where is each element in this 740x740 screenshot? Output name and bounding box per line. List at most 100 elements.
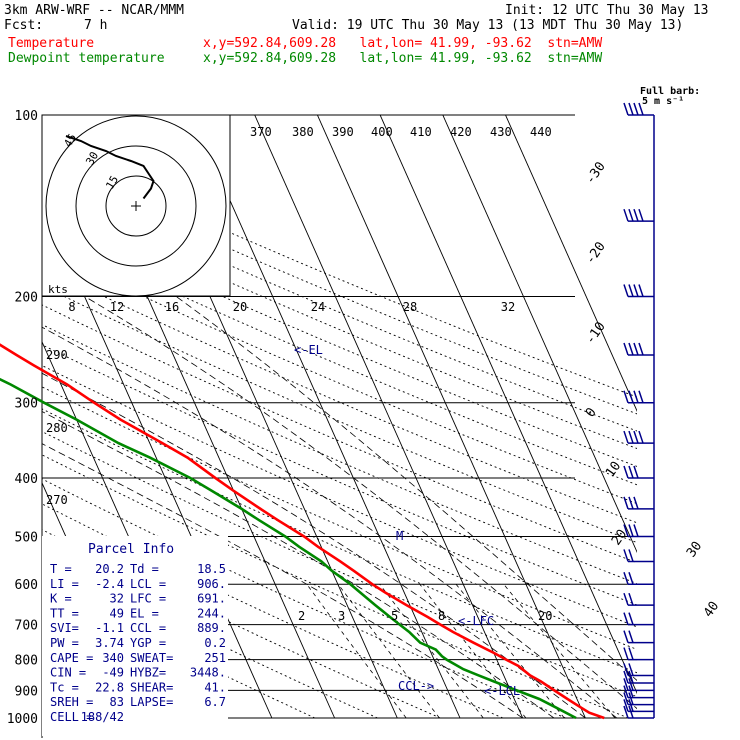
parcel-panel-bg — [42, 536, 228, 736]
parcel-row-label: CCL = — [130, 621, 166, 635]
dry-adiabat-line — [42, 324, 637, 585]
wind-barb-flag — [628, 663, 634, 676]
hodograph-ring — [45, 115, 227, 297]
moist-adiabat-line — [84, 296, 637, 710]
wind-barb-flag — [628, 571, 634, 585]
wind-barb-flag — [628, 647, 634, 660]
mixing-ratio-line — [503, 583, 616, 719]
wind-barb-flag — [638, 390, 644, 403]
parcel-row-label: LFC = — [130, 592, 166, 606]
parcel-row-label: TT = — [50, 606, 79, 620]
level-annotation-lcl: <-LCL — [484, 684, 520, 698]
wind-barb — [623, 524, 654, 538]
wind-barbs: Full barb:5 m s⁻¹ — [623, 86, 700, 719]
wind-barb — [623, 647, 654, 661]
parcel-row-value: 20.2 — [95, 562, 124, 576]
parcel-row-value: 83 — [110, 695, 124, 709]
wind-barb-flag — [633, 342, 639, 356]
wind-barb-flag — [628, 549, 634, 562]
parcel-row-value: 889. — [197, 621, 226, 635]
parcel-row-label: SVI= — [50, 621, 79, 635]
wind-barb — [623, 678, 654, 692]
wind-barb-flag — [623, 670, 629, 684]
wind-barb — [623, 496, 654, 510]
isotherm-label: -10 — [583, 319, 609, 347]
barb-legend-title: Full barb: — [640, 86, 700, 97]
forecast-hour: 7 h — [84, 18, 108, 33]
level-annotation-ccl: CCL-> — [398, 679, 434, 693]
wind-barb-flag — [623, 430, 629, 444]
dewpoint-line — [0, 377, 577, 720]
dry-adiabat-label: 290 — [46, 348, 68, 362]
parcel-row-value: 3.74 — [95, 636, 124, 650]
parcel-row-label: LAPSE= — [130, 695, 173, 709]
mixing-ratio-top-label: 12 — [110, 300, 124, 314]
valid-time: Valid: 19 UTC Thu 30 May 13 (13 MDT Thu … — [292, 18, 684, 33]
parcel-row-value: -1.1 — [95, 621, 124, 635]
wind-barb-flag — [623, 102, 629, 116]
dewpoint-station-info: x,y=592.84,609.28 lat,lon= 41.99, -93.62… — [203, 51, 603, 66]
temperature-line — [0, 343, 605, 720]
parcel-row-value: 188/42 — [81, 710, 124, 724]
parcel-row-value: 18.5 — [197, 562, 226, 576]
wind-barb-flag — [628, 612, 634, 625]
mixing-ratio-label: 8 — [438, 609, 445, 623]
wind-barb-flag — [628, 284, 634, 297]
wind-barb-flag — [623, 678, 629, 691]
parcel-row-value: -2.4 — [95, 577, 124, 591]
parcel-row-label: SHEAR= — [130, 680, 173, 694]
wind-barb-flag — [623, 390, 629, 403]
wind-barb-flag — [623, 284, 629, 297]
hodograph-ring-label: 45 — [61, 132, 79, 150]
wind-barb-flag — [623, 647, 629, 660]
wind-barb-flag — [623, 692, 629, 705]
wind-barb-flag — [638, 284, 644, 297]
parcel-row-label: Td = — [130, 562, 159, 576]
mixing-ratio-top-label: 20 — [233, 300, 247, 314]
parcel-row-value: 41. — [204, 680, 226, 694]
dry-adiabat-line — [42, 213, 637, 467]
wind-barb-flag — [623, 630, 629, 643]
pressure-tick-label: 800 — [15, 654, 38, 669]
dry-adiabat-label: 270 — [46, 493, 68, 507]
wind-barb-flag — [628, 630, 634, 643]
parcel-info-title: Parcel Info — [88, 542, 174, 557]
mixing-ratio-label: 20 — [538, 609, 552, 623]
dry-adiabat-label: 440 — [530, 125, 552, 139]
wind-barb-flag — [628, 430, 634, 444]
parcel-row-label: PW = — [50, 636, 79, 650]
level-annotation-el: <-EL — [294, 343, 323, 357]
isotherm-label: -30 — [583, 159, 609, 187]
parcel-row-value: 32 — [110, 592, 124, 606]
wind-barb-flag — [623, 663, 629, 676]
parcel-row-label: K = — [50, 592, 72, 606]
wind-barb-flag — [628, 685, 634, 698]
wind-barb-flag — [623, 612, 629, 625]
wind-barb-flag — [623, 496, 629, 510]
isotherm-label: 10 — [603, 459, 624, 480]
mixing-ratio-top-label: 16 — [165, 300, 179, 314]
wind-barb-flag — [623, 465, 629, 479]
wind-barb-flag — [633, 524, 639, 537]
dry-adiabat-label: 380 — [292, 125, 314, 139]
forecast-label: Fcst: — [4, 18, 44, 33]
wind-barb-flag — [623, 524, 629, 537]
pressure-tick-label: 600 — [15, 578, 38, 593]
wind-barb-flag — [628, 102, 634, 116]
hodograph-ring-label: 15 — [103, 174, 121, 192]
isotherm-label: 0 — [583, 405, 600, 420]
dry-adiabat-label: 400 — [371, 125, 393, 139]
init-time: Init: 12 UTC Thu 30 May 13 — [505, 3, 709, 18]
mixing-ratio-top-label: 32 — [501, 300, 515, 314]
parcel-row-label: LI = — [50, 577, 79, 591]
hodograph-ring — [75, 145, 197, 267]
dry-adiabat-line — [42, 248, 637, 505]
pressure-tick-label: 500 — [15, 530, 38, 545]
wind-barb-flag — [623, 342, 629, 356]
wind-barb-flag — [623, 208, 629, 222]
level-annotation-lfc: <-LFC — [458, 614, 494, 628]
isotherm-label: 30 — [684, 539, 705, 560]
wind-barb-flag — [623, 685, 629, 698]
wind-barb — [623, 612, 654, 626]
wind-barb — [623, 102, 654, 116]
